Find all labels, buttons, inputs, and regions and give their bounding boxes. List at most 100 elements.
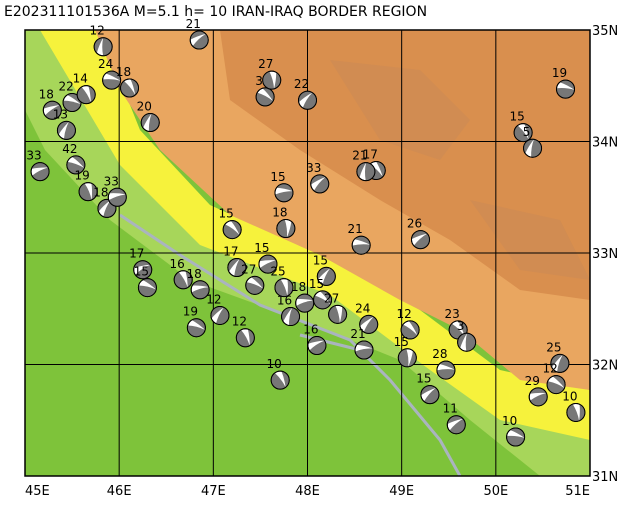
- beachball-compression: [313, 176, 329, 193]
- beachball-outline: [102, 70, 122, 90]
- beachball-compression: [313, 295, 331, 309]
- beachball-compression: [286, 221, 295, 238]
- beachball-compression: [320, 290, 332, 305]
- focal-mechanism: [140, 113, 160, 133]
- depth-label: 5: [523, 125, 531, 139]
- lon-tick-label: 49E: [389, 484, 414, 499]
- depth-label: 15: [309, 277, 324, 291]
- beachball-compression: [187, 325, 206, 337]
- depth-label: 15: [394, 335, 409, 349]
- depth-label: 18: [39, 87, 54, 101]
- beachball-compression: [236, 329, 250, 347]
- beachball-compression: [363, 316, 378, 334]
- focal-mechanism: [436, 360, 456, 380]
- beachball-compression: [566, 404, 580, 422]
- focal-mechanism: [550, 353, 570, 373]
- rivers: [119, 213, 462, 476]
- beachball-compression: [506, 435, 525, 446]
- beachball-compression: [317, 267, 331, 280]
- beachball-compression: [191, 287, 210, 299]
- beachball-outline: [354, 340, 374, 360]
- beachball-outline: [235, 328, 255, 348]
- depth-label: 19: [552, 66, 567, 80]
- beachball-compression: [228, 258, 240, 272]
- depth-label: 33: [26, 149, 41, 163]
- beachball-compression: [43, 101, 60, 109]
- beachball-compression: [288, 307, 300, 326]
- beachball-compression: [531, 139, 542, 158]
- beachball-outline: [173, 270, 193, 290]
- beachball-outline: [270, 370, 290, 390]
- beachball-compression: [458, 321, 468, 337]
- focal-mechanism: [307, 336, 327, 356]
- depth-label: 27: [241, 262, 256, 276]
- depth-label: 15: [313, 253, 328, 267]
- beachball-outline: [190, 280, 210, 300]
- depth-label: 13: [53, 107, 68, 121]
- beachball-outline: [457, 332, 477, 352]
- focal-mechanism: [189, 30, 209, 50]
- beachball-compression: [79, 183, 92, 201]
- focal-mechanism: [245, 275, 265, 295]
- focal-mechanism: [295, 293, 315, 313]
- beachball-compression: [408, 350, 417, 367]
- focal-mechanism: [93, 37, 113, 57]
- beachball-compression: [32, 167, 50, 181]
- focal-mechanism: [556, 79, 576, 99]
- beachball-compression: [421, 385, 436, 396]
- depth-label: 21: [348, 222, 363, 236]
- depth-label: 15: [270, 170, 285, 184]
- depth-label: 18: [187, 267, 202, 281]
- depth-label: 15: [219, 207, 234, 221]
- beachball-outline: [359, 314, 379, 334]
- focal-mechanism: [546, 375, 566, 395]
- beachball-compression: [174, 271, 188, 289]
- focal-mechanism: [56, 120, 76, 140]
- beachball-outline: [189, 30, 209, 50]
- beachball-compression: [436, 369, 455, 380]
- beachball-compression: [559, 80, 575, 90]
- beachball-outline: [258, 254, 278, 274]
- focal-mechanism: [78, 182, 98, 202]
- beachball-compression: [328, 305, 340, 324]
- beachball-outline: [210, 305, 230, 325]
- beachball-compression: [530, 393, 548, 406]
- beachball-outline: [276, 218, 296, 238]
- beachball-compression: [510, 428, 525, 438]
- beachball-compression: [413, 233, 430, 249]
- beachball-compression: [398, 348, 409, 367]
- beachball-compression: [102, 79, 121, 90]
- depth-label: 42: [62, 142, 77, 156]
- beachball-compression: [465, 333, 476, 352]
- depth-label: 18: [116, 65, 131, 79]
- beachball-compression: [281, 307, 293, 322]
- beachball-compression: [142, 278, 157, 290]
- beachball-compression: [192, 33, 209, 50]
- beachball-compression: [447, 415, 464, 425]
- beachball-compression: [276, 219, 288, 238]
- beachball-compression: [557, 354, 569, 373]
- beachball-outline: [546, 375, 566, 395]
- beachball-outline: [78, 182, 98, 202]
- beachball-outline: [281, 307, 301, 327]
- beachball-compression: [271, 372, 286, 390]
- beachball-compression: [556, 88, 575, 99]
- lon-tick-label: 47E: [201, 484, 226, 499]
- focal-mechanism: [513, 123, 533, 143]
- focal-mechanism: [298, 90, 317, 110]
- beachball-compression: [259, 260, 277, 274]
- focal-mechanism: [120, 78, 140, 98]
- focal-mechanism: [446, 415, 466, 435]
- focal-mechanism: [411, 230, 430, 250]
- beachball-outline: [42, 100, 62, 120]
- focal-mechanism: [528, 387, 548, 407]
- beachball-compression: [148, 113, 160, 132]
- focal-mechanism: [400, 320, 420, 340]
- focal-mechanism: [137, 278, 157, 298]
- depth-label: 16: [277, 294, 292, 308]
- beachball-compression: [230, 220, 242, 235]
- focal-mechanism: [76, 85, 96, 105]
- depth-label: 29: [525, 374, 540, 388]
- lat-tick-label: 32N: [592, 359, 618, 374]
- depth-label: 20: [137, 100, 152, 114]
